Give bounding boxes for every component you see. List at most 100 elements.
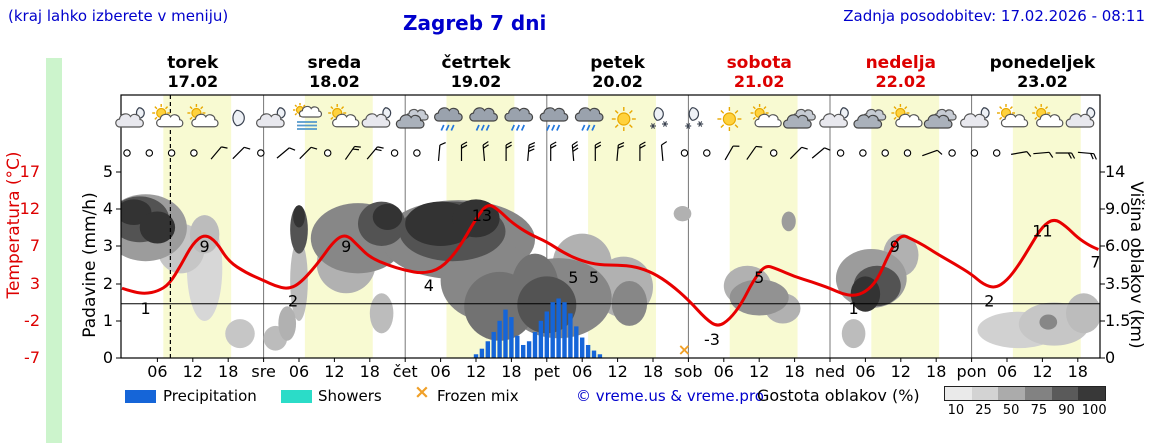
density-tick-label: 25 bbox=[975, 403, 992, 418]
time-tick-label: 12 bbox=[749, 362, 769, 381]
time-tick-label: 06 bbox=[572, 362, 592, 381]
wind-barb-icon bbox=[210, 146, 228, 160]
time-tick-label: 06 bbox=[855, 362, 875, 381]
wind-calm-icon bbox=[992, 149, 1001, 157]
wind-barb-icon bbox=[789, 146, 808, 160]
wind-calm-icon bbox=[145, 149, 154, 157]
time-tick-label: 18 bbox=[643, 362, 663, 381]
day-date: 19.02 bbox=[451, 72, 502, 91]
sun-cloud-icon bbox=[187, 104, 219, 128]
sun-cloud-icon bbox=[1032, 104, 1064, 128]
precip-tick-label: 1 bbox=[103, 311, 113, 330]
time-tick-label: 18 bbox=[218, 362, 238, 381]
location-hint: (kraj lahko izberete v meniju) bbox=[8, 7, 229, 25]
time-tick-label: 12 bbox=[1032, 362, 1052, 381]
temp-value-label: 1 bbox=[141, 299, 151, 318]
sidebar-strip bbox=[46, 58, 62, 443]
precip-bar bbox=[562, 302, 567, 358]
wind-barb-icon bbox=[550, 141, 557, 161]
wind-barb-icon bbox=[811, 147, 831, 159]
moon-cloud-icon bbox=[960, 107, 990, 128]
precip-bar bbox=[550, 302, 555, 358]
cloud-blob bbox=[841, 319, 866, 349]
time-tick-label: 18 bbox=[784, 362, 804, 381]
weather-icons-row bbox=[115, 103, 1096, 131]
wind-calm-icon bbox=[123, 149, 131, 157]
wind-barb-icon bbox=[1033, 151, 1054, 158]
gray-cloud-icon bbox=[923, 108, 957, 129]
day-name: petek bbox=[590, 53, 645, 73]
temp-value-label: 13 bbox=[472, 206, 492, 225]
moon-snow-icon bbox=[650, 107, 668, 129]
moon-cloud-icon bbox=[115, 107, 145, 128]
wind-barb-icon bbox=[482, 141, 489, 162]
wind-barb-icon bbox=[1077, 151, 1097, 160]
time-tick-label: sob bbox=[674, 362, 702, 381]
wind-calm-icon bbox=[881, 149, 889, 157]
frozen-mix-label: Frozen mix bbox=[437, 387, 519, 405]
moon-icon bbox=[232, 109, 245, 127]
time-tick-label: 18 bbox=[926, 362, 946, 381]
wind-calm-icon bbox=[680, 149, 689, 157]
copyright-link[interactable]: © vreme.us & vreme.pro bbox=[576, 387, 764, 405]
temp-value-label: 5 bbox=[589, 268, 599, 287]
temp-tick-label: 7 bbox=[30, 236, 40, 255]
showers-label: Showers bbox=[318, 387, 382, 405]
wind-barb-icon bbox=[594, 141, 602, 161]
precip-bar bbox=[591, 350, 597, 358]
precip-tick-label: 0 bbox=[103, 348, 113, 367]
precip-bar bbox=[497, 320, 502, 358]
day-date: 20.02 bbox=[592, 72, 643, 91]
wind-calm-icon bbox=[903, 149, 912, 157]
time-tick-label: 06 bbox=[997, 362, 1017, 381]
precip-bar bbox=[544, 311, 549, 358]
wind-calm-icon bbox=[390, 149, 399, 157]
precip-axis-title: Padavine (mm/h) bbox=[80, 192, 100, 338]
cloud-tick-label: 9.0 bbox=[1105, 199, 1130, 218]
cloud-density-scale bbox=[944, 386, 1106, 401]
day-name: ponedeljek bbox=[990, 53, 1096, 73]
wind-barb-icon bbox=[639, 141, 646, 161]
page-title: Zagreb 7 dni bbox=[403, 11, 547, 35]
time-tick-label: 18 bbox=[360, 362, 380, 381]
time-tick-label: sre bbox=[251, 362, 275, 381]
day-date: 17.02 bbox=[167, 72, 218, 91]
day-name: sreda bbox=[308, 53, 362, 73]
density-tick-label: 75 bbox=[1030, 403, 1048, 418]
rain-icon bbox=[434, 107, 463, 131]
wind-barb-icon bbox=[724, 145, 740, 161]
day-name: četrtek bbox=[441, 53, 511, 73]
time-tick-label: čet bbox=[393, 362, 418, 381]
precipitation-swatch bbox=[125, 390, 156, 403]
wind-barb-icon bbox=[1055, 152, 1076, 159]
day-date: 22.02 bbox=[875, 72, 926, 91]
precip-bar bbox=[556, 298, 561, 358]
time-tick-label: ned bbox=[815, 362, 845, 381]
precip-bar bbox=[503, 309, 508, 358]
time-tick-label: 06 bbox=[147, 362, 167, 381]
sun-icon bbox=[717, 107, 742, 131]
day-name: torek bbox=[167, 53, 219, 73]
frozen-mix-marker: × bbox=[678, 340, 691, 359]
wind-barb-icon bbox=[571, 141, 579, 162]
temp-value-label: 9 bbox=[341, 237, 351, 256]
wind-calm-icon bbox=[836, 149, 845, 157]
precip-bar bbox=[585, 344, 591, 358]
day-date: 18.02 bbox=[309, 72, 360, 91]
time-tick-label: 12 bbox=[183, 362, 203, 381]
gray-cloud-icon bbox=[783, 108, 816, 129]
moon-snow-icon bbox=[685, 107, 704, 129]
sun-icon bbox=[611, 107, 636, 131]
daylight-band bbox=[871, 95, 940, 358]
frozen-mix-icon: × bbox=[414, 381, 430, 403]
gray-cloud-icon bbox=[395, 108, 429, 129]
time-tick-label: pet bbox=[534, 362, 560, 381]
time-tick-label: 06 bbox=[430, 362, 450, 381]
moon-cloud-icon bbox=[819, 107, 849, 128]
sun-cloud-icon bbox=[328, 104, 360, 128]
plot-frame bbox=[120, 94, 1101, 359]
temp-value-label: -3 bbox=[704, 330, 720, 349]
time-tick-label: 06 bbox=[289, 362, 309, 381]
day-separators bbox=[263, 95, 973, 358]
